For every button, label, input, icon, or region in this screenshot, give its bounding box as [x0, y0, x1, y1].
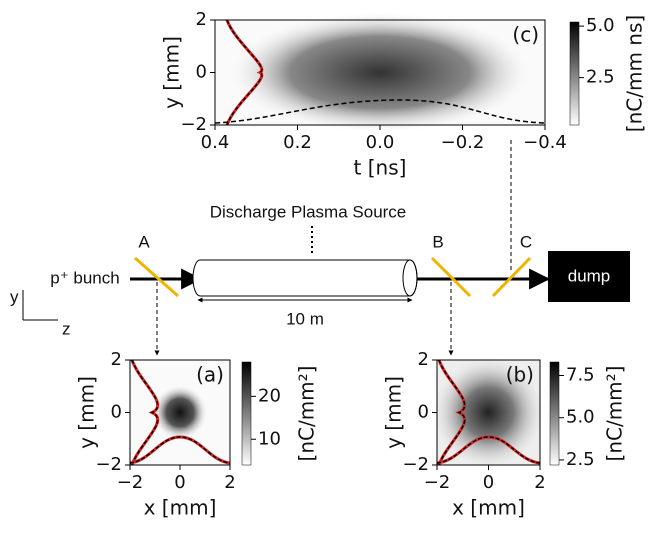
- y-tick-label: −2: [95, 454, 122, 475]
- colorbar: [242, 362, 251, 465]
- x-tick-label: −0.4: [523, 132, 567, 153]
- colorbar-label: [nC/mm ns]: [623, 15, 647, 132]
- bunch-label: p⁺ bunch: [50, 268, 119, 287]
- chart-panel: −2 0 2 −2 0 2 x [mm] y [mm] (a) 10 20 [nC/mm²]: [75, 349, 319, 520]
- x-tick-label: 2: [534, 472, 545, 493]
- x-tick-label: 0: [174, 472, 185, 493]
- axis-y-label: y: [10, 287, 19, 306]
- colorbar-tick-label: 10: [258, 428, 281, 449]
- y-tick-label: 2: [418, 349, 429, 370]
- y-axis-label: y [mm]: [75, 376, 99, 449]
- axis-z-label: z: [62, 319, 71, 338]
- x-tick-label: −2: [117, 472, 144, 493]
- x-tick-label: 0.2: [283, 132, 312, 153]
- x-tick-label: 0: [483, 472, 494, 493]
- colorbar-tick-label: 2.5: [586, 67, 615, 88]
- colorbar: [550, 362, 559, 465]
- colorbar: [570, 22, 579, 125]
- x-axis-label: t [ns]: [354, 156, 407, 180]
- y-tick-label: 2: [111, 349, 122, 370]
- source-label: Discharge Plasma Source: [210, 202, 407, 221]
- figure: Discharge Plasma Source p⁺ bunch 10 m A …: [0, 0, 654, 534]
- x-axis-label: x [mm]: [144, 496, 217, 520]
- panel-label: (c): [512, 23, 539, 47]
- screen-label: C: [520, 232, 532, 251]
- panel-label: (b): [506, 363, 534, 387]
- chart-panel: −2 0 2 −2 0 2 x [mm] y [mm] (b) 2.5 5.0 7.5 [nC/mm²]: [382, 349, 627, 520]
- y-tick-label: −2: [402, 454, 429, 475]
- x-tick-label: 0.0: [366, 132, 395, 153]
- length-label: 10 m: [286, 309, 324, 328]
- x-tick-label: 0.4: [201, 132, 230, 153]
- y-axis-label: y [mm]: [382, 376, 406, 449]
- x-tick-label: 2: [224, 472, 235, 493]
- colorbar-tick-label: 5.0: [586, 15, 615, 36]
- x-axis-label: x [mm]: [452, 496, 525, 520]
- screen-label: A: [138, 232, 150, 251]
- setup-diagram: Discharge Plasma Source p⁺ bunch 10 m A …: [10, 140, 630, 355]
- screen-c: [493, 258, 530, 296]
- y-tick-label: 2: [196, 9, 207, 30]
- colorbar-tick-label: 20: [258, 385, 281, 406]
- colorbar-tick-label: 5.0: [566, 407, 595, 428]
- y-tick-label: −2: [180, 114, 207, 135]
- colorbar-label: [nC/mm²]: [295, 366, 319, 462]
- panel-label: (a): [196, 363, 224, 387]
- y-tick-label: 0: [111, 402, 122, 423]
- y-axis-label: y [mm]: [160, 36, 184, 109]
- screen-label: B: [432, 232, 443, 251]
- density-image: [152, 385, 208, 441]
- dump-label: dump: [568, 266, 611, 285]
- y-tick-label: 0: [196, 62, 207, 83]
- colorbar-tick-label: 7.5: [566, 365, 595, 386]
- x-tick-label: −0.2: [441, 132, 485, 153]
- chart-panel: 0.4 0.2 0.0 −0.2 −0.4 −2 0 2 t [ns] y [mm] (c) 2.5 5…: [160, 9, 647, 180]
- y-tick-label: 0: [418, 402, 429, 423]
- colorbar-tick-label: 2.5: [566, 449, 595, 470]
- colorbar-label: [nC/mm²]: [603, 366, 627, 462]
- x-tick-label: −2: [424, 472, 451, 493]
- plasma-cell: [193, 260, 417, 296]
